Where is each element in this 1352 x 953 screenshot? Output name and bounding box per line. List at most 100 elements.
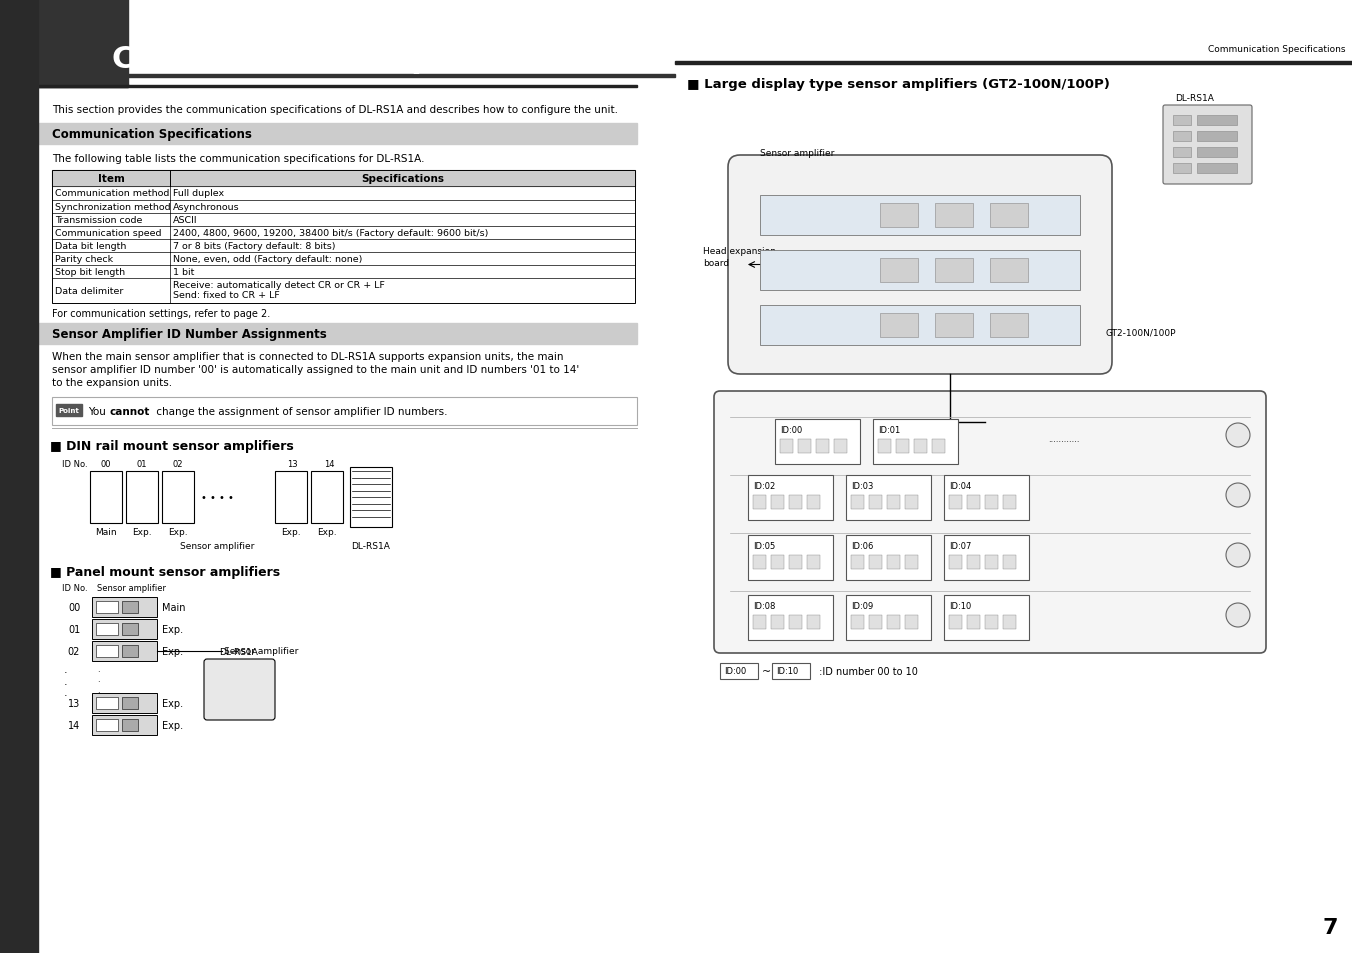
Text: ID:01: ID:01 (877, 426, 900, 435)
Bar (1003, 556, 1015, 569)
Bar (990, 258, 1028, 283)
Text: Communication Specifications: Communication Specifications (1207, 46, 1345, 54)
Text: • • • •: • • • • (200, 493, 234, 502)
Text: 1 bit: 1 bit (173, 268, 195, 276)
Bar (817, 439, 829, 454)
Bar (967, 616, 980, 629)
Text: Data delimiter: Data delimiter (55, 287, 123, 295)
Bar (914, 439, 927, 454)
Text: DL-RS1A: DL-RS1A (219, 647, 258, 657)
Text: ID:09: ID:09 (850, 601, 873, 610)
Bar (92, 693, 157, 713)
Bar (807, 496, 821, 510)
Text: ID:00: ID:00 (780, 426, 802, 435)
Bar (887, 496, 900, 510)
Text: to the expansion units.: to the expansion units. (51, 377, 172, 388)
Bar (96, 623, 118, 636)
Bar (880, 204, 918, 228)
Bar (55, 405, 82, 416)
Bar (990, 314, 1028, 337)
Bar (721, 663, 758, 679)
Bar (771, 496, 784, 510)
Bar (748, 476, 833, 520)
Bar (753, 496, 767, 510)
Text: ·
·
·: · · · (64, 667, 68, 700)
Bar (944, 476, 1029, 520)
Text: sensor amplifier ID number '00' is automatically assigned to the main unit and I: sensor amplifier ID number '00' is autom… (51, 365, 579, 375)
Bar (936, 314, 973, 337)
Bar (986, 556, 998, 569)
Text: 02: 02 (173, 459, 184, 469)
Bar (760, 195, 1080, 235)
Bar (1174, 148, 1191, 158)
Bar (1174, 164, 1191, 173)
Bar (1174, 132, 1191, 142)
Text: Asynchronous: Asynchronous (173, 203, 239, 212)
Bar (38, 324, 637, 345)
Text: Sensor amplifier: Sensor amplifier (224, 647, 299, 656)
Text: ID:06: ID:06 (850, 541, 873, 551)
Bar (949, 496, 963, 510)
Text: Receive: automatically detect CR or CR + LF: Receive: automatically detect CR or CR +… (173, 281, 385, 291)
Bar (675, 62, 1352, 65)
Text: ID:10: ID:10 (776, 667, 798, 676)
Bar (1003, 616, 1015, 629)
Bar (967, 496, 980, 510)
Text: Head expansion
board: Head expansion board (703, 247, 776, 268)
Bar (780, 439, 794, 454)
Text: ID:08: ID:08 (753, 601, 776, 610)
Text: Exp.: Exp. (162, 646, 183, 657)
Text: ■ DIN rail mount sensor amplifiers: ■ DIN rail mount sensor amplifiers (50, 439, 293, 453)
Bar (904, 556, 918, 569)
Bar (748, 596, 833, 640)
Bar (753, 556, 767, 569)
Bar (350, 468, 392, 527)
Bar (936, 258, 973, 283)
Bar (904, 616, 918, 629)
Text: Main: Main (162, 602, 185, 613)
Bar (92, 641, 157, 661)
Text: 13: 13 (68, 699, 80, 708)
Text: ASCII: ASCII (173, 215, 197, 225)
Bar (850, 496, 864, 510)
Text: ID:02: ID:02 (753, 481, 775, 491)
Bar (0, 0, 38, 953)
Bar (880, 314, 918, 337)
Bar (846, 476, 932, 520)
Bar (748, 536, 833, 580)
Text: Transmission code: Transmission code (55, 215, 142, 225)
Bar (1003, 496, 1015, 510)
Circle shape (1226, 423, 1251, 448)
Text: The following table lists the communication specifications for DL-RS1A.: The following table lists the communicat… (51, 153, 425, 164)
Text: Exp.: Exp. (162, 624, 183, 635)
Text: ID:03: ID:03 (850, 481, 873, 491)
Bar (1197, 116, 1237, 126)
Text: Sensor amplifier: Sensor amplifier (760, 149, 834, 158)
Text: 00: 00 (68, 602, 80, 613)
Bar (92, 598, 157, 618)
Bar (92, 619, 157, 639)
Bar (877, 439, 891, 454)
Text: Full duplex: Full duplex (173, 190, 224, 198)
Text: ■ Panel mount sensor amplifiers: ■ Panel mount sensor amplifiers (50, 565, 280, 578)
Bar (1197, 132, 1237, 142)
Text: Communication speed: Communication speed (55, 229, 161, 237)
Bar (873, 419, 959, 464)
Text: ID:07: ID:07 (949, 541, 971, 551)
Bar (772, 663, 810, 679)
Text: ID No.: ID No. (62, 583, 88, 593)
Text: DL-RS1A: DL-RS1A (352, 541, 391, 551)
Text: This section provides the communication specifications of DL-RS1A and describes : This section provides the communication … (51, 105, 618, 115)
Text: Data bit length: Data bit length (55, 242, 126, 251)
Text: Sensor amplifier: Sensor amplifier (97, 583, 166, 593)
Text: :ID number 00 to 10: :ID number 00 to 10 (817, 666, 918, 677)
Text: 02: 02 (68, 646, 80, 657)
Text: Exp.: Exp. (132, 527, 151, 537)
Bar (936, 204, 973, 228)
Bar (869, 616, 882, 629)
Bar (96, 720, 118, 731)
Bar (38, 124, 637, 145)
Text: Parity check: Parity check (55, 254, 114, 264)
Text: ID:10: ID:10 (949, 601, 971, 610)
Text: ID:00: ID:00 (725, 667, 746, 676)
